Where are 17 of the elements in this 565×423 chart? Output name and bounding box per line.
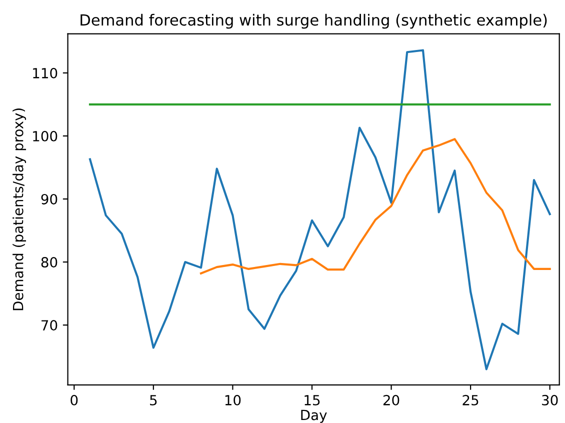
- y-axis-title: Demand (patients/day proxy): [12, 108, 26, 310]
- x-tick-label: 0: [70, 394, 78, 406]
- y-tick-label: 70: [42, 320, 58, 331]
- x-tick-label: 10: [225, 394, 241, 406]
- y-tick-label: 90: [41, 194, 58, 204]
- y-tick-label: 80: [41, 256, 58, 268]
- y-tick-label: 100: [33, 130, 58, 142]
- x-tick-label: 5: [150, 395, 157, 406]
- x-tick-label: 25: [462, 394, 478, 406]
- line-series: [88, 49, 551, 370]
- line-series: [200, 138, 551, 274]
- y-tick-label: 110: [33, 68, 58, 78]
- x-tick-label: 15: [304, 395, 320, 406]
- x-tick-label: 30: [542, 394, 558, 406]
- x-axis-title: Day: [301, 410, 327, 423]
- chart-title: Demand forecasting with surge handling (synthetic example): [80, 14, 547, 29]
- x-tick-label: 20: [383, 394, 400, 406]
